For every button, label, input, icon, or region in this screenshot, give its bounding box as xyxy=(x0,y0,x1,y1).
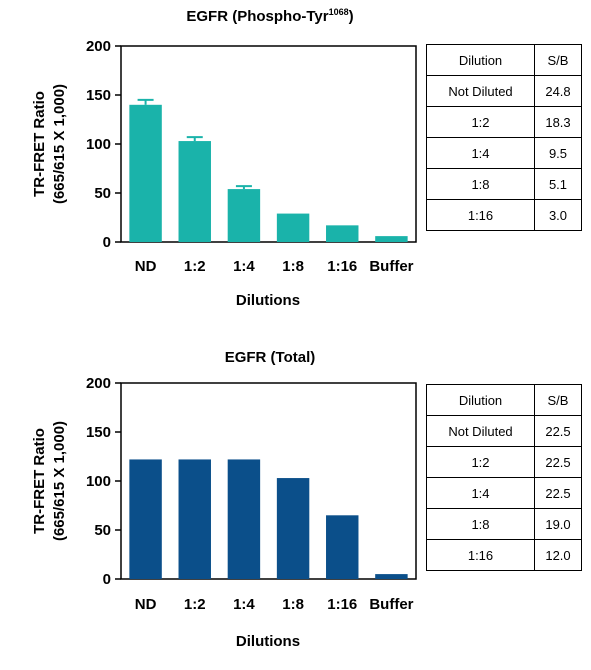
y-tick-label: 50 xyxy=(94,522,111,539)
dilution-cell: 1:8 xyxy=(426,168,535,200)
category-label: ND xyxy=(135,596,157,613)
table-header-row: Dilution S/B xyxy=(426,384,582,416)
sb-value-cell: 22.5 xyxy=(534,415,582,447)
category-label: 1:4 xyxy=(233,258,255,275)
bar xyxy=(129,104,162,242)
sb-value-cell: 24.8 xyxy=(534,75,582,107)
bar xyxy=(276,213,310,242)
sb-value-cell: 5.1 xyxy=(534,168,582,200)
bar-chart-total: EGFR (Total) TR-FRET Ratio (665/615 X 1,… xyxy=(31,349,417,650)
bar xyxy=(276,478,310,579)
bar xyxy=(178,459,211,579)
table-row: 1:4 22.5 xyxy=(426,477,582,509)
bar-chart-phospho: EGFR (Phospho-Tyr1068) TR-FRET Ratio (66… xyxy=(31,7,417,309)
y-axis-label-line2: (665/615 X 1,000) xyxy=(51,84,68,204)
y-tick-label: 50 xyxy=(94,185,111,202)
y-tick-label: 200 xyxy=(86,375,111,392)
y-tick-label: 150 xyxy=(86,87,111,104)
category-label: 1:2 xyxy=(184,258,206,275)
x-axis-label: Dilutions xyxy=(236,633,300,650)
dilution-cell: 1:2 xyxy=(426,446,535,478)
dilution-cell: 1:4 xyxy=(426,137,535,169)
category-label: Buffer xyxy=(369,258,413,275)
dilution-cell: 1:8 xyxy=(426,508,535,540)
bar xyxy=(227,189,261,242)
table-row: 1:8 19.0 xyxy=(426,508,582,540)
sb-value-cell: 19.0 xyxy=(534,508,582,540)
y-tick-label: 200 xyxy=(86,38,111,55)
table-header-cell: Dilution xyxy=(426,44,535,76)
y-axis-label-line1: TR-FRET Ratio xyxy=(31,428,48,534)
plot-frame xyxy=(120,45,417,243)
bar xyxy=(178,141,211,242)
chart-title: EGFR (Phospho-Tyr1068) xyxy=(186,7,353,25)
category-label: 1:4 xyxy=(233,596,255,613)
sb-value-cell: 3.0 xyxy=(534,199,582,231)
table-header-cell: Dilution xyxy=(426,384,535,416)
y-tick-label: 0 xyxy=(103,234,111,251)
signal-background-table: Dilution S/B Not Diluted 24.8 1:2 18.3 1:4 9.5 1… xyxy=(426,44,582,231)
table-header-cell: S/B xyxy=(534,44,582,76)
dilution-cell: Not Diluted xyxy=(426,415,535,447)
y-tick-label: 100 xyxy=(86,473,111,490)
dilution-cell: 1:2 xyxy=(426,106,535,138)
y-axis-label-line2: (665/615 X 1,000) xyxy=(51,421,68,541)
bar xyxy=(326,515,359,579)
sb-value-cell: 18.3 xyxy=(534,106,582,138)
table-row: Not Diluted 22.5 xyxy=(426,415,582,447)
dilution-cell: 1:4 xyxy=(426,477,535,509)
bar xyxy=(129,459,162,579)
sb-value-cell: 22.5 xyxy=(534,477,582,509)
dilution-cell: Not Diluted xyxy=(426,75,535,107)
dilution-cell: 1:16 xyxy=(426,539,535,571)
y-tick-label: 0 xyxy=(103,571,111,588)
bar xyxy=(326,225,359,242)
table-header-cell: S/B xyxy=(534,384,582,416)
plot-area: 0 50 100 150 200 ND 1:2 1:4 1:8 1:16 Buffer xyxy=(86,38,417,275)
plot-frame xyxy=(120,382,417,580)
category-label: ND xyxy=(135,258,157,275)
bar xyxy=(375,574,408,579)
table-row: 1:4 9.5 xyxy=(426,137,582,169)
y-tick-label: 100 xyxy=(86,136,111,153)
sb-value-cell: 12.0 xyxy=(534,539,582,571)
category-label: 1:8 xyxy=(282,596,304,613)
table-header-row: Dilution S/B xyxy=(426,44,582,76)
signal-background-table: Dilution S/B Not Diluted 22.5 1:2 22.5 1:4 22.5… xyxy=(426,384,582,571)
bar xyxy=(227,459,261,579)
dilution-cell: 1:16 xyxy=(426,199,535,231)
sb-value-cell: 22.5 xyxy=(534,446,582,478)
table-row: 1:2 22.5 xyxy=(426,446,582,478)
table-row: 1:16 3.0 xyxy=(426,199,582,231)
bar xyxy=(375,236,408,242)
category-label: 1:16 xyxy=(327,258,357,275)
category-label: 1:8 xyxy=(282,258,304,275)
category-label: 1:2 xyxy=(184,596,206,613)
chart-panel-phospho: EGFR (Phospho-Tyr1068) TR-FRET Ratio (66… xyxy=(0,0,591,330)
y-tick-label: 150 xyxy=(86,424,111,441)
chart-title: EGFR (Total) xyxy=(225,349,316,366)
table-row: 1:16 12.0 xyxy=(426,539,582,571)
table-row: Not Diluted 24.8 xyxy=(426,75,582,107)
category-label: 1:16 xyxy=(327,596,357,613)
y-axis-label-line1: TR-FRET Ratio xyxy=(31,91,48,197)
sb-value-cell: 9.5 xyxy=(534,137,582,169)
category-label: Buffer xyxy=(369,596,413,613)
x-axis-label: Dilutions xyxy=(236,292,300,309)
plot-area: 0 50 100 150 200 ND 1:2 1:4 1:8 1:16 Buffer xyxy=(86,375,417,613)
table-row: 1:8 5.1 xyxy=(426,168,582,200)
chart-panel-total: EGFR (Total) TR-FRET Ratio (665/615 X 1,… xyxy=(0,340,591,670)
table-row: 1:2 18.3 xyxy=(426,106,582,138)
